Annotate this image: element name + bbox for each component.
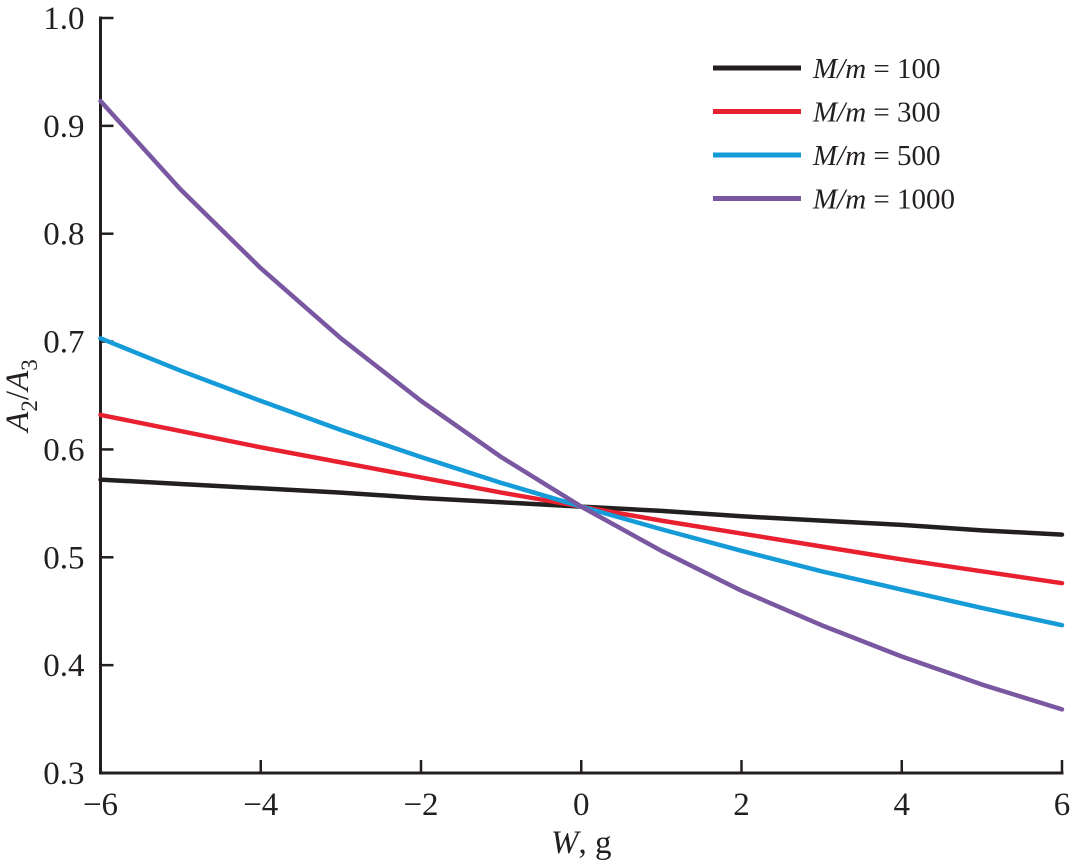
legend-item: M/m = 300 xyxy=(713,97,941,129)
y-tick-label: 0.6 xyxy=(43,432,84,468)
series-line-3 xyxy=(98,98,1065,712)
legend-item-label: M/m = 300 xyxy=(812,97,941,129)
x-tick-label: −6 xyxy=(83,787,118,823)
y-tick-label: 0.7 xyxy=(43,325,84,361)
legend: M/m = 100 M/m = 300 M/m = 500 M/m = 1000 xyxy=(713,53,955,216)
legend-item-label: M/m = 1000 xyxy=(812,184,955,216)
x-tick-label: 6 xyxy=(1054,787,1071,823)
y-tick-label: 0.3 xyxy=(43,756,84,792)
legend-item-label: M/m = 500 xyxy=(812,140,941,172)
x-axis-title: W, g xyxy=(551,825,612,861)
legend-item-label: M/m = 100 xyxy=(812,53,941,85)
axis-labels: W, g A2/A3 xyxy=(0,359,612,861)
series-line-1 xyxy=(98,412,1065,586)
legend-item: M/m = 100 xyxy=(713,53,941,85)
y-tick-label: 1.0 xyxy=(43,1,84,37)
y-tick-label: 0.4 xyxy=(43,648,84,684)
x-tick-label: 4 xyxy=(894,787,911,823)
x-tick-label: −4 xyxy=(243,787,278,823)
y-tick-label: 0.8 xyxy=(43,217,84,253)
series-lines xyxy=(98,98,1065,712)
legend-item: M/m = 1000 xyxy=(713,184,955,216)
x-tick-label: −2 xyxy=(403,787,438,823)
x-tick-label: 2 xyxy=(733,787,750,823)
x-tick-label: 0 xyxy=(573,787,590,823)
legend-item: M/m = 500 xyxy=(713,140,941,172)
y-axis-title: A2/A3 xyxy=(0,359,42,434)
y-tick-label: 0.5 xyxy=(43,540,84,576)
axes: −6 −4 −2 0 2 4 6 0.3 0.4 0.5 0.6 0.7 0.8 0.9 1.0 xyxy=(43,1,1070,823)
series-line-2 xyxy=(98,336,1065,628)
y-tick-label: 0.9 xyxy=(43,109,84,145)
